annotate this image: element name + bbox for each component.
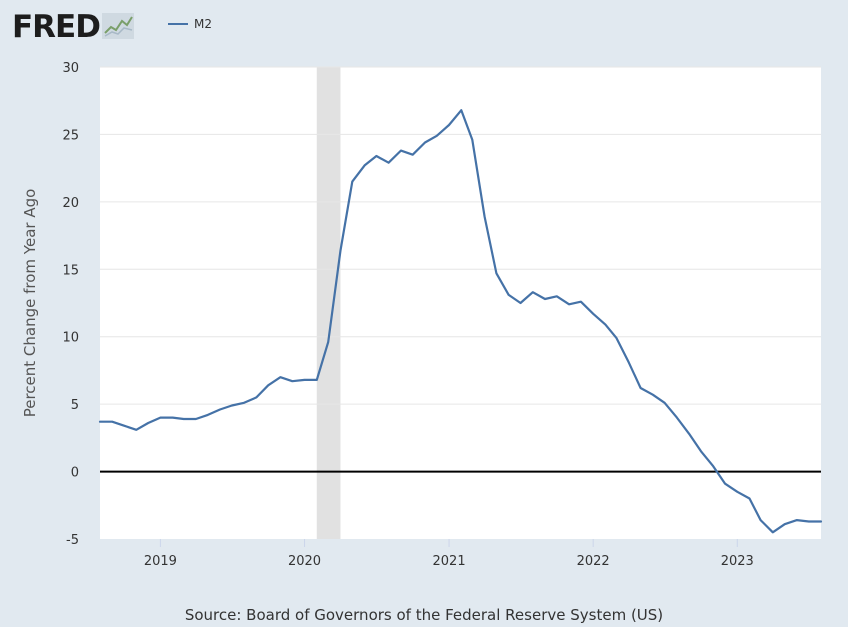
y-tick-label: 0 (71, 466, 79, 481)
logo-text: FRED (12, 9, 101, 45)
y-tick-label: 5 (71, 398, 79, 413)
fred-logo[interactable]: FRED (12, 10, 134, 44)
x-tick-label: 2022 (577, 554, 610, 569)
x-tick-label: 2021 (433, 554, 466, 569)
y-tick-label: 15 (62, 263, 79, 278)
recession-band (316, 67, 341, 539)
x-tick-label: 2023 (721, 554, 754, 569)
chart-header: FRED M2 (0, 0, 848, 50)
legend-swatch-m2 (168, 23, 188, 25)
y-tick-label: 20 (62, 196, 79, 211)
x-tick-label: 2020 (288, 554, 321, 569)
chart-legend: M2 (168, 17, 212, 31)
line-chart-icon (101, 13, 134, 43)
plot-area (100, 67, 821, 539)
legend-label-m2: M2 (194, 17, 212, 31)
x-tick-label: 2019 (144, 554, 177, 569)
y-tick-label: 10 (62, 331, 79, 346)
y-tick-label: -5 (66, 533, 79, 548)
series-line-m2 (98, 109, 823, 534)
y-axis-title: Percent Change from Year Ago (21, 189, 39, 418)
y-tick-label: 25 (62, 128, 79, 143)
source-note: Source: Board of Governors of the Federa… (184, 606, 664, 624)
y-tick-label: 30 (62, 61, 79, 76)
line-chart: -5 0 5 10 15 20 25 30 2019 2020 2021 2022 2023 Percen… (21, 61, 823, 569)
